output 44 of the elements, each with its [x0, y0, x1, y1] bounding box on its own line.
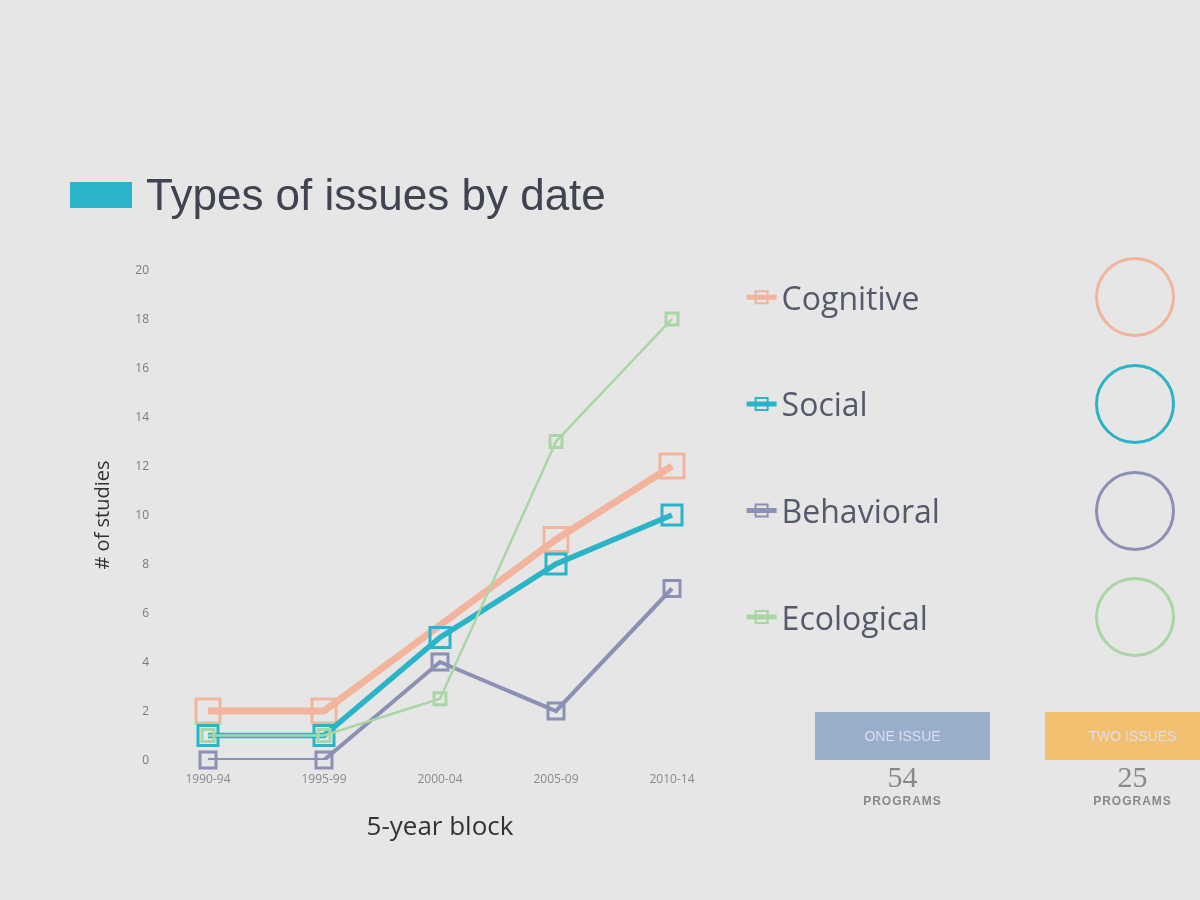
point: [542, 526, 570, 553]
point: [546, 701, 566, 721]
legend-label: Behavioral: [781, 488, 940, 532]
x-tick-label: 2000-04: [417, 770, 463, 788]
point: [432, 691, 448, 707]
legend-label: Cognitive: [781, 275, 920, 319]
point: [198, 750, 218, 770]
y-tick-label: 2: [142, 702, 150, 720]
point: [544, 552, 568, 576]
point: [194, 697, 222, 725]
x-tick-label: 2005-09: [533, 770, 579, 788]
text: TWO ISSUES: [1045, 712, 1200, 760]
point: [428, 626, 452, 649]
y-tick-label: 10: [135, 506, 150, 524]
y-tick-label: 16: [135, 359, 150, 377]
point: [430, 652, 450, 672]
point: [662, 579, 682, 598]
legend-label: Ecological: [781, 595, 928, 639]
chart-title: Types of issues by date: [146, 170, 606, 220]
text: 25: [1116, 760, 1149, 794]
point: [660, 503, 684, 527]
x-tick-label: 1990-94: [185, 770, 231, 788]
y-tick-label: 20: [135, 261, 150, 279]
y-tick-label: 6: [142, 604, 150, 622]
legend-label: Social: [781, 382, 868, 426]
x-tick-label: 2010-14: [649, 770, 695, 788]
point: [314, 750, 334, 770]
x-axis-title: 5-year block: [366, 807, 514, 844]
point: [310, 697, 338, 725]
y-tick-label: 4: [142, 653, 150, 671]
y-tick-label: 12: [135, 457, 150, 475]
point: [548, 434, 564, 449]
text: 54: [886, 760, 919, 794]
y-tick-label: 0: [142, 751, 150, 769]
y-axis-title: # of studies: [87, 460, 115, 570]
y-tick-label: 18: [135, 310, 150, 328]
text: PROGRAMS: [862, 794, 943, 808]
point: [664, 311, 680, 327]
text: ONE ISSUE: [815, 712, 990, 760]
y-tick-label: 14: [135, 408, 150, 426]
y-tick-label: 8: [142, 555, 150, 573]
text: PROGRAMS: [1092, 794, 1173, 808]
point: [658, 452, 686, 480]
x-tick-label: 1995-99: [301, 770, 347, 788]
